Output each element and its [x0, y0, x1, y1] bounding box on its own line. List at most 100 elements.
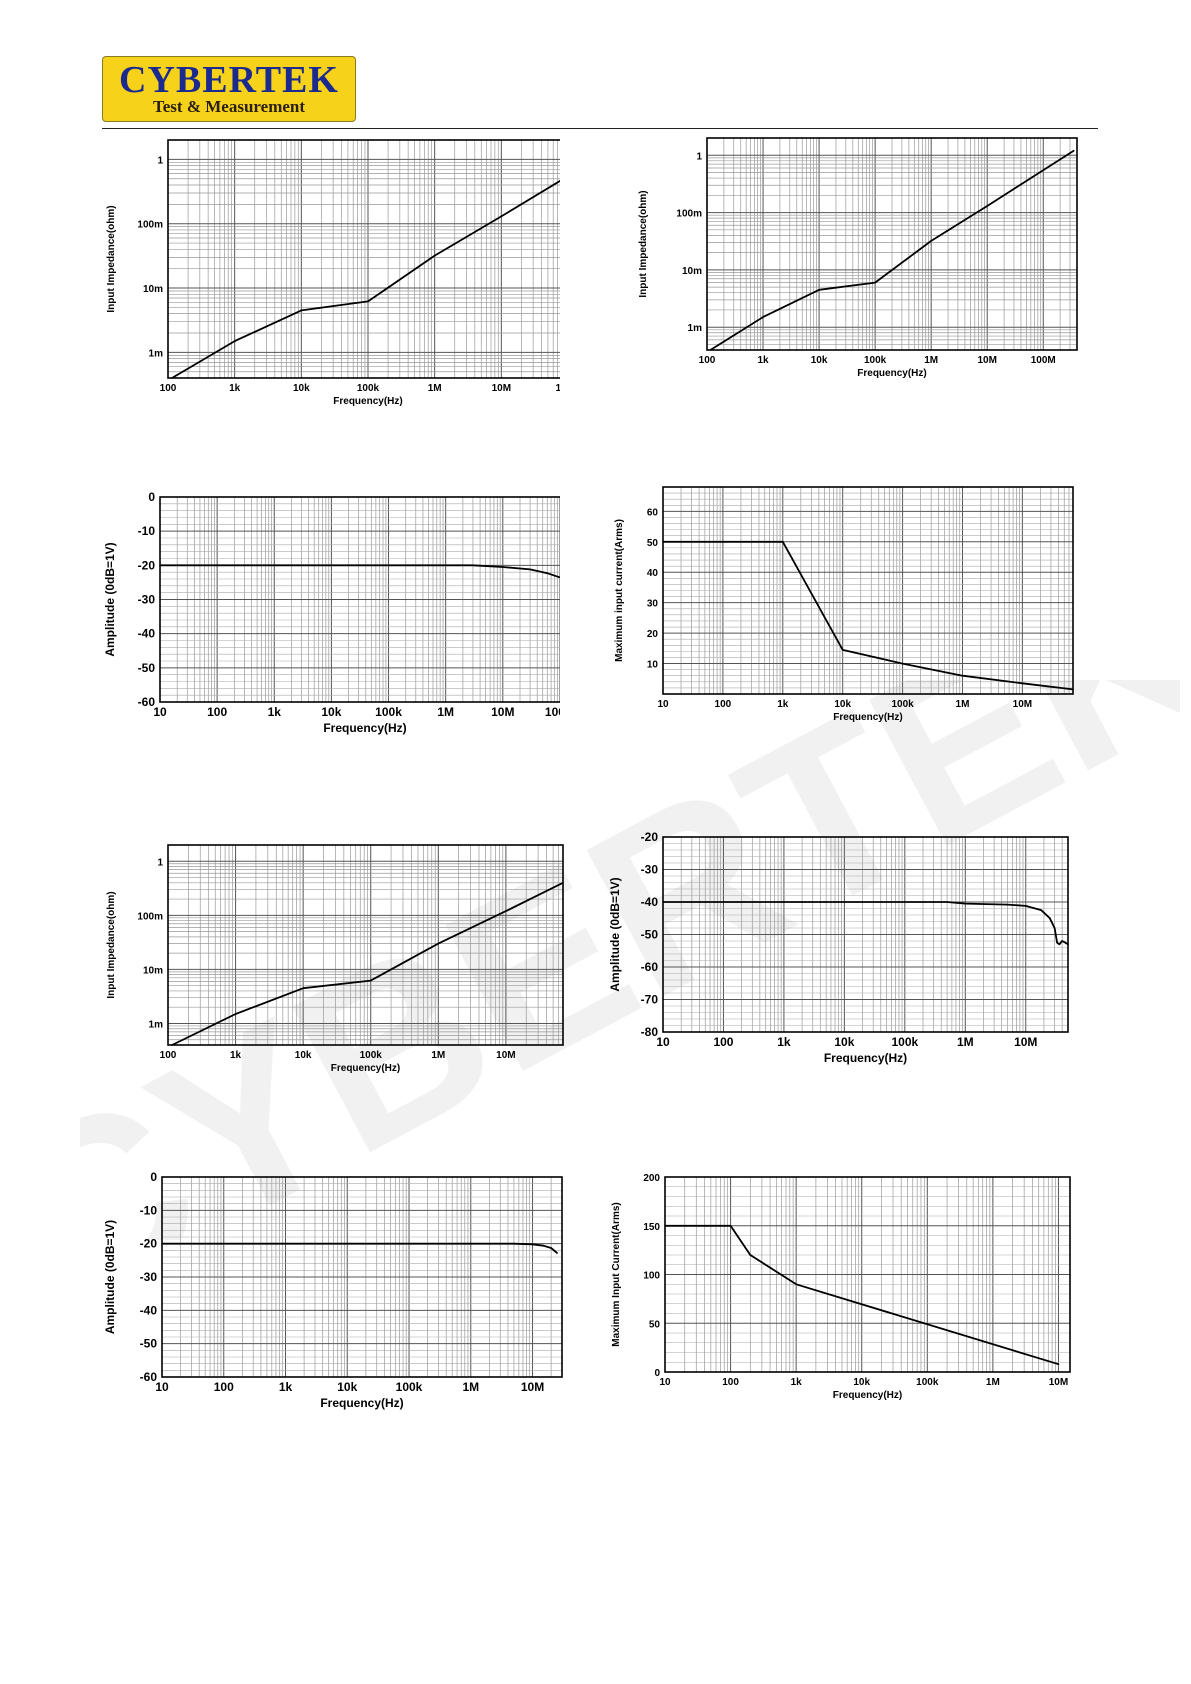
grid: [167, 139, 560, 379]
x-tick-label: 100k: [375, 705, 402, 719]
y-tick-label: 1m: [149, 1019, 164, 1030]
x-tick-label: 100k: [360, 1050, 383, 1061]
chart-4-max-input-current: 10 100 1k 10k 100k 1M 10M 10 20 30 40 50 60 Frequency…: [614, 486, 1074, 723]
x-tick-label: 10k: [295, 1050, 312, 1061]
x-tick-label: 100: [722, 1377, 739, 1388]
logo-tagline: Test & Measurement: [152, 97, 306, 116]
y-tick-label: 10m: [143, 284, 163, 295]
data-point: [1056, 941, 1058, 944]
data-point: [531, 1243, 534, 1246]
y-tick-label: -10: [140, 1203, 158, 1217]
plot-frame: [662, 486, 1074, 695]
data-point: [234, 1013, 237, 1015]
chart-1-input-impedance: 100 1k 10k 100k 1M 10M 100M 1m 10m 100m 1 Frequency…: [106, 139, 560, 407]
data-point: [1067, 943, 1069, 946]
x-tick-label: 10M: [492, 383, 511, 394]
x-tick-label: 100: [160, 383, 177, 394]
grid: [167, 844, 564, 1046]
y-axis-label: Maximum input current(Arms): [614, 519, 625, 662]
plot-frame: [664, 1176, 1071, 1373]
y-axis-label: Input Impedance(ohm): [106, 205, 117, 312]
data-point: [662, 901, 664, 903]
data-point: [472, 564, 474, 567]
series-line: [663, 540, 1074, 691]
x-tick-label: 1M: [956, 699, 970, 710]
x-tick-label: 10k: [321, 705, 341, 719]
data-point: [542, 1244, 545, 1247]
x-tick-label: 10M: [1014, 1035, 1037, 1049]
data-point: [1064, 941, 1066, 944]
y-tick-label: 1: [157, 857, 163, 868]
chart-6-amplitude: 10 100 1k 10k 100k 1M 10M -20 -30 -40 -50 -60 -70 -80…: [608, 830, 1069, 1065]
x-tick-label: 1M: [428, 383, 442, 394]
data-point: [171, 377, 173, 379]
plot-frame: [159, 496, 560, 703]
chart-2-input-impedance: 100 1k 10k 100k 1M 10M 100M 1m 10m 100m 1 Frequency…: [638, 137, 1078, 379]
x-axis-label: Frequency(Hz): [323, 721, 406, 735]
x-tick-label: 10M: [1013, 699, 1032, 710]
x-tick-label: 10: [153, 705, 167, 719]
x-tick-label: 1k: [229, 383, 241, 394]
plot-frame: [167, 844, 564, 1046]
y-tick-label: -20: [140, 1237, 158, 1251]
cybertek-logo: CYBERTEK Test & Measurement: [102, 56, 356, 122]
x-tick-label: 10k: [337, 1380, 357, 1394]
y-tick-label: -50: [138, 661, 156, 675]
data-point: [729, 1225, 732, 1227]
x-tick-label: 10M: [521, 1380, 544, 1394]
y-tick-label: -30: [641, 863, 659, 877]
y-axis-label: Amplitude (0dB=1V): [608, 877, 622, 991]
x-tick-label: 100: [207, 705, 227, 719]
x-axis-label: Frequency(Hz): [824, 1051, 907, 1065]
y-tick-label: 0: [148, 490, 155, 504]
x-tick-label: 100: [699, 355, 716, 366]
x-axis-label: Frequency(Hz): [833, 712, 902, 723]
data-point: [233, 340, 236, 342]
data-point: [562, 882, 564, 884]
data-point: [161, 1242, 163, 1245]
plot-frame: [662, 836, 1069, 1033]
data-point: [782, 541, 784, 543]
y-tick-label: -60: [140, 1370, 158, 1384]
y-tick-label: -50: [140, 1337, 158, 1351]
grid: [664, 1176, 1070, 1373]
x-axis-label: Frequency(Hz): [320, 1396, 403, 1410]
chart-5-input-impedance: 100 1k 10k 100k 1M 10M 1m 10m 100m 1 Frequency(Hz)…: [106, 844, 564, 1074]
y-tick-label: -20: [138, 558, 156, 572]
series: [171, 179, 560, 379]
data-point: [841, 649, 844, 651]
x-tick-label: 1k: [777, 699, 789, 710]
x-tick-label: 1k: [777, 1035, 791, 1049]
x-tick-label: 100: [713, 1035, 733, 1049]
x-tick-label: 100M: [555, 383, 560, 394]
x-tick-label: 10k: [834, 699, 851, 710]
y-tick-label: 0: [654, 1368, 660, 1379]
data-point: [302, 987, 304, 989]
x-tick-label: 10: [155, 1380, 169, 1394]
x-tick-label: 10: [659, 1377, 671, 1388]
plot-frame: [161, 1176, 563, 1378]
data-point: [437, 942, 440, 945]
data-point: [505, 910, 507, 912]
x-tick-label: 10k: [853, 1377, 870, 1388]
y-tick-label: 100: [643, 1271, 660, 1282]
x-tick-label: 10M: [496, 1050, 515, 1061]
data-point: [159, 564, 161, 567]
x-tick-label: 1M: [986, 1377, 1000, 1388]
x-tick-label: 1k: [279, 1380, 293, 1394]
x-tick-label: 1k: [791, 1377, 803, 1388]
data-point: [662, 541, 664, 543]
y-tick-label: 1: [696, 151, 702, 162]
data-point: [556, 1252, 558, 1254]
x-tick-label: 100k: [891, 699, 914, 710]
series-line: [162, 1242, 558, 1254]
x-tick-label: 100M: [1031, 355, 1056, 366]
data-point: [1057, 1363, 1060, 1365]
x-tick-label: 1M: [924, 355, 938, 366]
series: [662, 901, 1069, 946]
y-tick-label: -30: [140, 1270, 158, 1284]
data-point: [749, 1254, 752, 1256]
data-point: [946, 901, 948, 903]
header-divider: [102, 128, 1098, 129]
data-point: [444, 564, 447, 567]
